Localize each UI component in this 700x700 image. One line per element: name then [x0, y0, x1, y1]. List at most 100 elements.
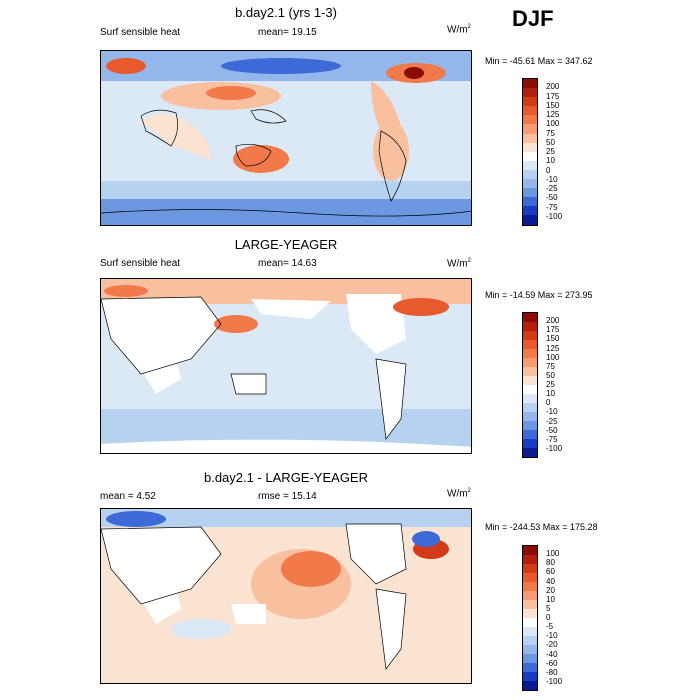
units-label: W/m2 — [447, 488, 471, 500]
colorbar-swatch — [523, 197, 537, 207]
colorbar-tick-label: 150 — [546, 100, 560, 110]
mean-label: mean = 4.52 — [100, 491, 156, 502]
units-label: W/m2 — [447, 24, 471, 36]
colorbar-swatch — [523, 384, 537, 394]
colorbar-tick-label: -10 — [546, 631, 558, 641]
map-field — [101, 509, 471, 683]
colorbar-tick-label: -50 — [546, 425, 558, 435]
colorbar-swatch — [523, 680, 537, 690]
colorbar-tick-label: 200 — [546, 82, 560, 92]
colorbar-swatch — [523, 348, 537, 358]
colorbar-swatch — [523, 653, 537, 663]
min-max-label: Min = -244.53 Max = 175.28 — [485, 522, 598, 532]
colorbar-swatch — [523, 438, 537, 448]
colorbar-tick-label: 100 — [546, 549, 560, 559]
colorbar-swatch — [523, 339, 537, 349]
colorbar-tick-label: 60 — [546, 567, 555, 577]
colorbar-tick-label: 75 — [546, 361, 555, 371]
colorbar-swatch — [523, 357, 537, 367]
colorbar-swatch — [523, 79, 537, 89]
colorbar-tick-label: -100 — [546, 211, 563, 221]
colorbar-swatch — [523, 330, 537, 340]
colorbar-tick-label: -100 — [546, 443, 563, 453]
colorbar-swatch — [523, 572, 537, 582]
map-plot — [100, 50, 472, 226]
colorbar-tick-label: 75 — [546, 128, 555, 138]
rmse-label: rmse = 15.14 — [258, 491, 317, 502]
colorbar-tick-label: 5 — [546, 603, 551, 613]
colorbar-tick-label: -10 — [546, 174, 558, 184]
colorbar-tick-label: 0 — [546, 398, 551, 408]
colorbar-tick-label: 25 — [546, 147, 555, 156]
colorbar-swatch — [523, 429, 537, 439]
colorbar-swatch — [523, 402, 537, 412]
colorbar-swatch — [523, 88, 537, 98]
colorbar-swatch — [523, 188, 537, 198]
colorbar-tick-label: -75 — [546, 434, 558, 444]
colorbar-swatch — [523, 635, 537, 645]
colorbar-tick-label: 125 — [546, 343, 560, 353]
min-max-label: Min = -14.59 Max = 273.95 — [485, 290, 593, 300]
colorbar-swatch — [523, 133, 537, 143]
mean-label: mean= 14.63 — [258, 258, 317, 269]
colorbar-swatch — [523, 644, 537, 654]
map-plot — [100, 508, 472, 684]
colorbar-tick-label: 100 — [546, 119, 560, 129]
colorbar-swatch — [523, 447, 537, 457]
colorbar-tick-label: 10 — [546, 156, 555, 166]
season-label: DJF — [512, 6, 554, 31]
colorbar-tick-label: 50 — [546, 370, 555, 380]
colorbar-tick-label: -100 — [546, 676, 563, 686]
colorbar-swatch — [523, 179, 537, 189]
colorbar-swatch — [523, 321, 537, 331]
colorbar-tick-label: 25 — [546, 380, 555, 389]
colorbar-tick-label: 0 — [546, 165, 551, 175]
colorbar — [522, 545, 538, 691]
colorbar-tick-label: 20 — [546, 585, 555, 595]
colorbar-tick-label: 200 — [546, 316, 560, 326]
colorbar-swatch — [523, 599, 537, 609]
map-field — [101, 279, 471, 453]
colorbar-tick-label: -60 — [546, 658, 558, 668]
colorbar-tick-label: 125 — [546, 110, 560, 119]
colorbar-swatch — [523, 106, 537, 116]
min-max-label: Min = -45.61 Max = 347.62 — [485, 56, 593, 66]
colorbar-tick-label: 0 — [546, 613, 551, 622]
colorbar-swatch — [523, 420, 537, 430]
colorbar-swatch — [523, 617, 537, 627]
colorbar-tick-label: 80 — [546, 558, 555, 568]
colorbar-swatch — [523, 662, 537, 672]
mean-label: mean= 19.15 — [258, 27, 317, 38]
colorbar-swatch — [523, 97, 537, 107]
colorbar-tick-label: -25 — [546, 416, 558, 426]
colorbar-swatch — [523, 115, 537, 125]
variable-label: Surf sensible heat — [100, 258, 181, 269]
colorbar-swatch — [523, 313, 537, 322]
colorbar-swatch — [523, 563, 537, 573]
map-plot — [100, 278, 472, 454]
colorbar-tick-label: -40 — [546, 649, 558, 659]
colorbar-swatch — [523, 215, 537, 225]
colorbar-tick-label: -75 — [546, 202, 558, 212]
colorbar-tick-label: 40 — [546, 576, 555, 586]
colorbar-tick-label: -5 — [546, 622, 554, 632]
units-label: W/m2 — [447, 258, 471, 270]
colorbar-swatch — [523, 546, 537, 555]
colorbar-swatch — [523, 411, 537, 421]
panel-title: LARGE-YEAGER — [234, 237, 338, 252]
colorbar-swatch — [523, 671, 537, 681]
colorbar-swatch — [523, 590, 537, 600]
colorbar-swatch — [523, 366, 537, 376]
colorbar-tick-label: -50 — [546, 193, 558, 203]
colorbar-swatch — [523, 608, 537, 618]
colorbar-swatch — [523, 151, 537, 161]
colorbar-tick-label: 175 — [546, 91, 560, 101]
colorbar-tick-label: 100 — [546, 352, 560, 362]
colorbar — [522, 78, 538, 226]
colorbar-swatch — [523, 393, 537, 403]
colorbar-tick-label: -10 — [546, 407, 558, 417]
colorbar-tick-label: 175 — [546, 325, 560, 335]
colorbar-swatch — [523, 169, 537, 180]
panel-title: b.day2.1 - LARGE-YEAGER — [203, 470, 368, 485]
colorbar-tick-label: -25 — [546, 184, 558, 193]
